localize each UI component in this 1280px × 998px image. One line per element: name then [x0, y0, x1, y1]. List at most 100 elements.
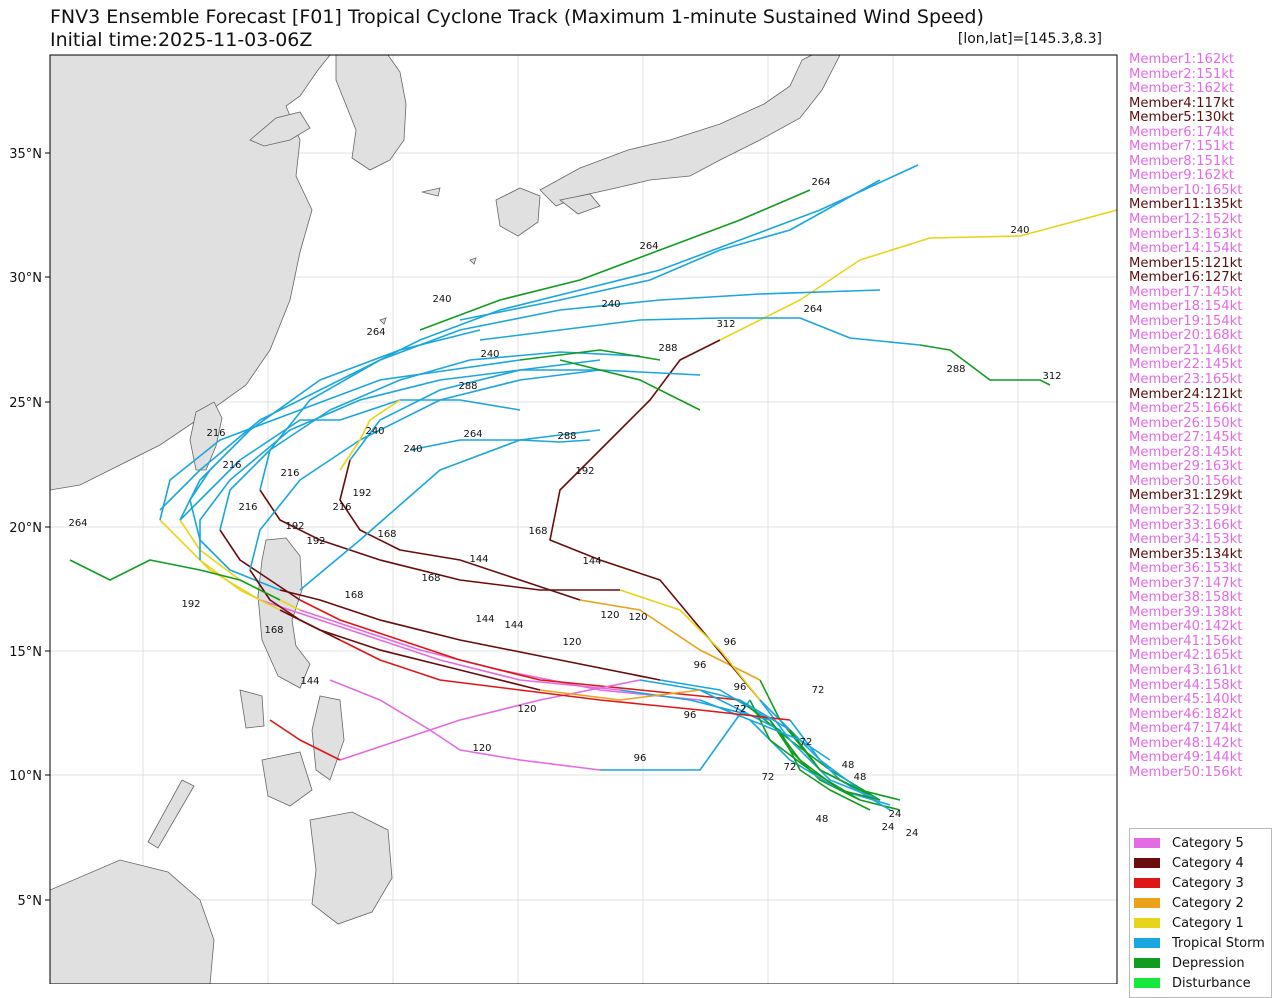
landmass [50, 55, 841, 984]
legend-swatch [1134, 898, 1160, 908]
ensemble-track [539, 689, 701, 701]
ensemble-track [199, 369, 701, 560]
ensemble-track [519, 349, 661, 361]
ensemble-track [219, 351, 641, 531]
track-hour-label: 24 [882, 822, 895, 833]
gridlines [50, 55, 1117, 984]
shandong-peninsula [249, 111, 311, 147]
member-label: Member36:153kt [1129, 561, 1243, 577]
track-hour-label: 264 [811, 177, 830, 188]
track-hour-label: 312 [1042, 371, 1061, 382]
ensemble-track [349, 359, 601, 461]
member-label: Member10:165kt [1129, 182, 1243, 198]
track-hour-label: 288 [658, 343, 677, 354]
track-hour-label: 216 [332, 502, 351, 513]
track-hour-label: 48 [816, 814, 829, 825]
member-label: Member50:156kt [1129, 764, 1243, 780]
latitude-axis: 35°N 30°N 25°N 20°N 15°N 10°N 5°N [9, 147, 50, 909]
member-label: Member9:162kt [1129, 168, 1235, 184]
track-hour-label: 288 [557, 431, 576, 442]
ensemble-track [769, 719, 881, 801]
member-label: Member49:144kt [1129, 750, 1243, 766]
taiwan [189, 401, 223, 471]
initial-time: Initial time:2025-11-03-06Z [50, 29, 313, 51]
ensemble-track [719, 209, 1117, 341]
member-label: Member1:162kt [1129, 52, 1235, 67]
member-label: Member33:166kt [1129, 517, 1243, 533]
legend-item: Disturbance [1134, 973, 1271, 993]
legend-item: Category 2 [1134, 893, 1271, 913]
ensemble-track [789, 729, 901, 801]
legend-swatch [1134, 978, 1160, 988]
ensemble-track [600, 699, 751, 771]
ensemble-track [479, 317, 921, 346]
track-hour-label: 192 [352, 488, 371, 499]
ensemble-track [739, 699, 881, 801]
legend-label: Tropical Storm [1172, 935, 1265, 951]
legend-swatch [1134, 938, 1160, 948]
track-hour-label: 216 [280, 468, 299, 479]
coordinate-readout: [lon,lat]=[145.3,8.3] [957, 31, 1102, 47]
samar-leyte [311, 695, 345, 781]
member-label: Member26:150kt [1129, 415, 1243, 431]
track-hour-label: 144 [582, 556, 601, 567]
member-label: Member13:163kt [1129, 226, 1243, 242]
track-hour-label: 96 [694, 660, 707, 671]
legend-item: Category 3 [1134, 873, 1271, 893]
ensemble-track [179, 399, 521, 521]
honshu [539, 55, 841, 207]
member-label: Member16:127kt [1129, 270, 1243, 286]
track-hour-label: 168 [421, 573, 440, 584]
ensemble-track [339, 679, 641, 761]
member-label: Member38:158kt [1129, 590, 1243, 606]
track-hour-label: 264 [803, 304, 822, 315]
track-hour-label: 120 [562, 637, 581, 648]
legend-item: Category 4 [1134, 853, 1271, 873]
track-hour-label: 288 [946, 364, 965, 375]
track-hour-label: 120 [628, 612, 647, 623]
member-label: Member4:117kt [1129, 95, 1235, 111]
ensemble-track [69, 559, 281, 601]
track-hour-label: 144 [504, 620, 523, 631]
legend-swatch [1134, 858, 1160, 868]
track-hour-label: 168 [528, 526, 547, 537]
member-label: Member22:145kt [1129, 357, 1243, 373]
track-hour-label: 192 [285, 521, 304, 532]
legend-swatch [1134, 878, 1160, 888]
track-hour-label: 288 [458, 381, 477, 392]
ensemble-track [789, 719, 861, 791]
ensemble-track [259, 489, 620, 591]
lat-tick-label: 10°N [9, 769, 42, 784]
track-hour-label: 120 [472, 743, 491, 754]
ensemble-track [549, 339, 761, 701]
member-label: Member12:152kt [1129, 212, 1243, 228]
track-hour-label: 240 [403, 444, 422, 455]
ensemble-track [339, 459, 581, 601]
member-label: Member41:156kt [1129, 633, 1243, 649]
track-hour-label: 96 [734, 682, 747, 693]
track-hour-label: 168 [344, 590, 363, 601]
ensemble-track [159, 359, 521, 521]
track-hour-label: 144 [300, 676, 319, 687]
ensemble-track [759, 699, 881, 801]
track-hour-label: 24 [906, 828, 919, 839]
palawan [147, 779, 195, 849]
legend-swatch [1134, 838, 1160, 848]
track-hour-label: 96 [724, 637, 737, 648]
member-label: Member24:121kt [1129, 386, 1243, 402]
track-hour-label: 72 [762, 772, 775, 783]
track-hour-label: 72 [800, 737, 813, 748]
ensemble-track [279, 609, 541, 691]
luzon [257, 537, 311, 689]
legend-label: Category 2 [1172, 895, 1244, 911]
member-label: Member3:162kt [1129, 81, 1235, 97]
member-label: Member25:166kt [1129, 401, 1243, 417]
member-label: Member7:151kt [1129, 139, 1235, 155]
member-label: Member15:121kt [1129, 255, 1243, 271]
ensemble-track [259, 289, 881, 491]
ensemble-track [619, 689, 771, 721]
member-label: Member8:151kt [1129, 153, 1235, 169]
track-hour-label: 96 [634, 753, 647, 764]
track-hour-label: 72 [734, 704, 747, 715]
